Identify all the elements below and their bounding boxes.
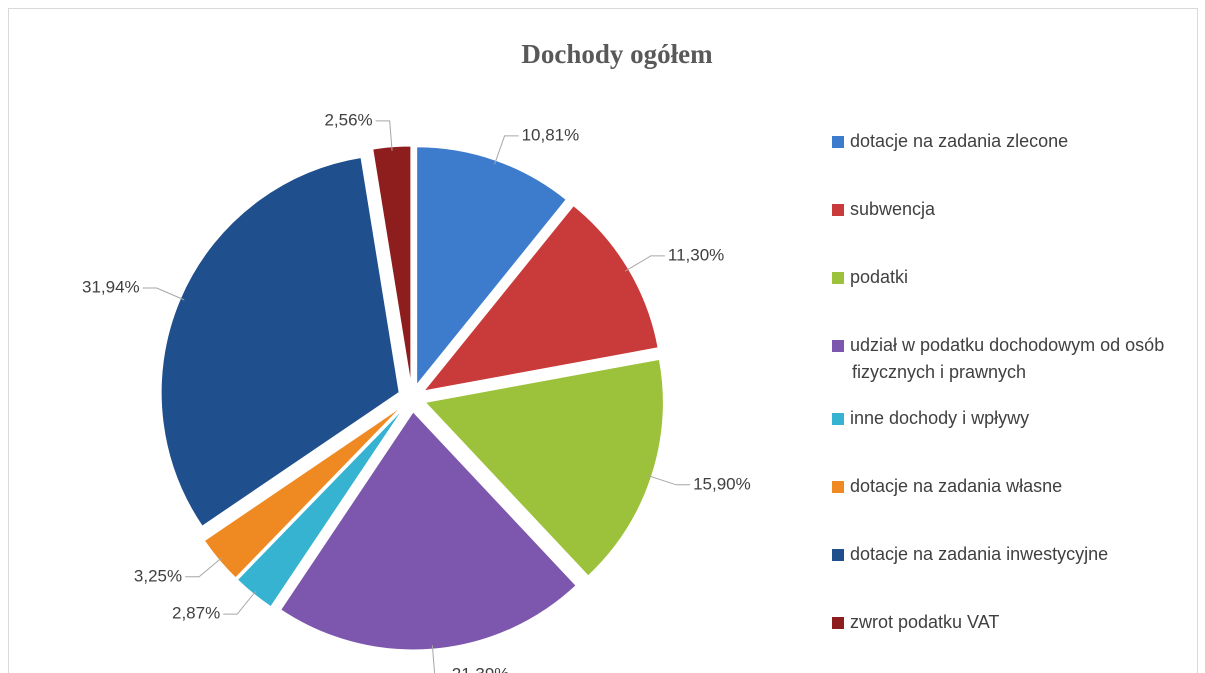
legend-item: dotacje na zadania własne <box>832 473 1202 500</box>
data-label: 2,87% <box>172 604 220 623</box>
legend-item: udział w podatku dochodowym od osób fizy… <box>832 332 1202 386</box>
leader-line <box>375 120 393 151</box>
data-label: 2,56% <box>324 110 372 129</box>
chart-border <box>8 8 1198 673</box>
legend-label: udział w podatku dochodowym od osób fizy… <box>850 335 1165 382</box>
legend-swatch <box>832 340 844 352</box>
data-label: 3,25% <box>134 566 182 585</box>
legend-label: zwrot podatku VAT <box>850 612 1000 632</box>
leader-line <box>223 590 257 615</box>
legend-item: podatki <box>832 264 1202 291</box>
data-label: 15,90% <box>693 474 751 493</box>
legend-swatch <box>832 136 844 148</box>
legend-swatch <box>832 617 844 629</box>
legend-item: dotacje na zadania zlecone <box>832 128 1202 155</box>
legend-label: subwencja <box>850 199 936 219</box>
leader-line <box>431 645 436 673</box>
legend-swatch <box>832 413 844 425</box>
legend-item: inne dochody i wpływy <box>832 405 1202 432</box>
data-label: 11,30% <box>668 245 724 264</box>
legend-label: inne dochody i wpływy <box>850 408 1030 428</box>
pie-slice <box>160 156 400 527</box>
legend-swatch <box>832 481 844 493</box>
legend-swatch <box>832 204 844 216</box>
legend-item: dotacje na zadania inwestycyjne <box>832 541 1202 568</box>
legend-swatch <box>832 272 844 284</box>
data-label: 21,39% <box>452 665 510 673</box>
legend-swatch <box>832 549 844 561</box>
leader-line <box>647 474 691 486</box>
data-label: 10,81% <box>522 125 580 144</box>
chart-title: Dochody ogółem <box>521 39 713 69</box>
legend-label: dotacje na zadania własne <box>850 476 1063 496</box>
data-label: 31,94% <box>82 277 140 296</box>
legend-label: dotacje na zadania zlecone <box>850 131 1069 151</box>
legend-item: subwencja <box>832 196 1202 223</box>
leader-line <box>624 255 665 272</box>
leader-line <box>142 287 185 301</box>
legend-label: podatki <box>850 267 909 287</box>
legend-label: dotacje na zadania inwestycyjne <box>850 544 1109 564</box>
legend-item: zwrot podatku VAT <box>832 609 1202 636</box>
leader-line <box>185 557 223 578</box>
leader-line <box>494 135 519 165</box>
